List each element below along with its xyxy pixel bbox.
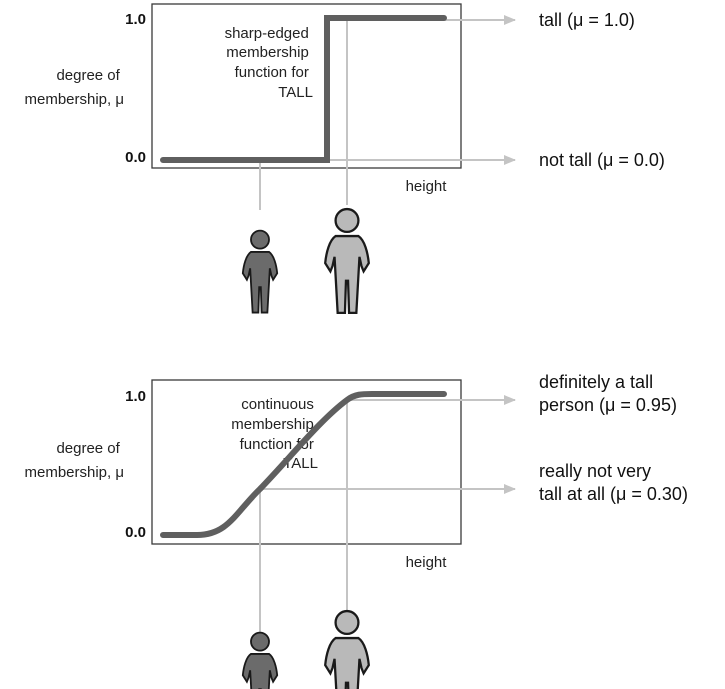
x-axis-label: height (406, 178, 448, 195)
outcome-label-not-tall: not tall (μ = 0.0) (539, 150, 665, 170)
y-tick-bottom: 0.0 (125, 524, 146, 541)
tall-person-icon (324, 609, 370, 689)
chart-frame (151, 379, 462, 545)
y-tick-bottom: 0.0 (125, 149, 146, 166)
y-axis-label: degree of membership, μ (24, 67, 124, 108)
tall-person-icon (324, 207, 370, 315)
y-axis-label: degree of membership, μ (24, 440, 124, 481)
membership-curve-continuous (160, 391, 447, 538)
outcome-label-tall: tall (μ = 1.0) (539, 10, 635, 30)
membership-curve-sharp (160, 15, 447, 163)
x-axis-label: height (406, 554, 448, 571)
y-tick-top: 1.0 (125, 11, 146, 28)
curve-annotation: sharp-edged membership function for TALL (225, 25, 313, 101)
short-person-icon (241, 631, 279, 689)
outcome-label-not-very-tall: really not very tall at all (μ = 0.30) (539, 461, 688, 504)
continuous-membership-panel: 1.0 0.0 degree of membership, μ height c… (24, 372, 688, 689)
sharp-membership-panel: 1.0 0.0 degree of membership, μ height s… (24, 3, 665, 315)
short-person-icon (241, 229, 279, 314)
outcome-label-definitely-tall: definitely a tall person (μ = 0.95) (539, 372, 677, 415)
chart-frame (151, 3, 462, 169)
y-tick-top: 1.0 (125, 388, 146, 405)
